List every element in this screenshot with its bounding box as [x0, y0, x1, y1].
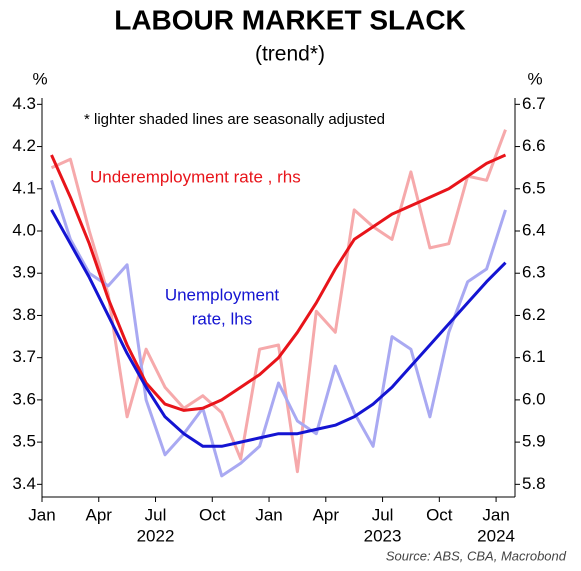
x-tick-label: Oct: [199, 505, 226, 524]
y2-tick-label: 6.0: [522, 389, 546, 408]
y-tick-label: 4.2: [12, 136, 36, 155]
y-unit: %: [32, 69, 47, 88]
y-tick-label: 4.3: [12, 94, 36, 113]
year-label: 2022: [137, 526, 175, 545]
y2-unit: %: [527, 69, 542, 88]
chart-title: LABOUR MARKET SLACK: [114, 4, 466, 35]
y2-tick-label: 6.1: [522, 347, 546, 366]
series-line: [50, 179, 507, 478]
y-tick-label: 3.5: [12, 432, 36, 451]
y2-tick-label: 5.9: [522, 432, 546, 451]
x-tick-label: Apr: [313, 505, 340, 524]
x-tick-label: Jan: [28, 505, 55, 524]
y2-tick-label: 6.3: [522, 263, 546, 282]
series-label: Unemployment: [165, 285, 280, 304]
y2-tick-label: 6.2: [522, 305, 546, 324]
year-label: 2023: [364, 526, 402, 545]
source: Source: ABS, CBA, Macrobond: [386, 548, 567, 563]
x-tick-label: Jul: [372, 505, 394, 524]
series-line: [50, 129, 507, 474]
y-tick-label: 3.7: [12, 347, 36, 366]
y2-tick-label: 6.7: [522, 94, 546, 113]
y2-tick-label: 6.5: [522, 178, 546, 197]
y-tick-label: 3.6: [12, 389, 36, 408]
y-tick-label: 4.0: [12, 220, 36, 239]
y-tick-label: 4.1: [12, 178, 36, 197]
year-label: 2024: [477, 526, 515, 545]
x-tick-label: Jan: [482, 505, 509, 524]
chart-subtitle: (trend*): [255, 43, 325, 66]
y-tick-label: 3.4: [12, 474, 36, 493]
y-tick-label: 3.8: [12, 305, 36, 324]
series-line: [50, 209, 507, 448]
series-label: rate, lhs: [192, 309, 252, 328]
series-line: [50, 153, 507, 412]
y2-tick-label: 6.4: [522, 220, 546, 239]
y-tick-label: 3.9: [12, 263, 36, 282]
x-tick-label: Apr: [86, 505, 113, 524]
series-label: Underemployment rate , rhs: [90, 167, 301, 186]
x-tick-label: Jul: [145, 505, 167, 524]
x-tick-label: Jan: [255, 505, 282, 524]
y2-tick-label: 6.6: [522, 136, 546, 155]
x-tick-label: Oct: [426, 505, 453, 524]
y2-tick-label: 5.8: [522, 474, 546, 493]
note: * lighter shaded lines are seasonally ad…: [84, 111, 385, 128]
